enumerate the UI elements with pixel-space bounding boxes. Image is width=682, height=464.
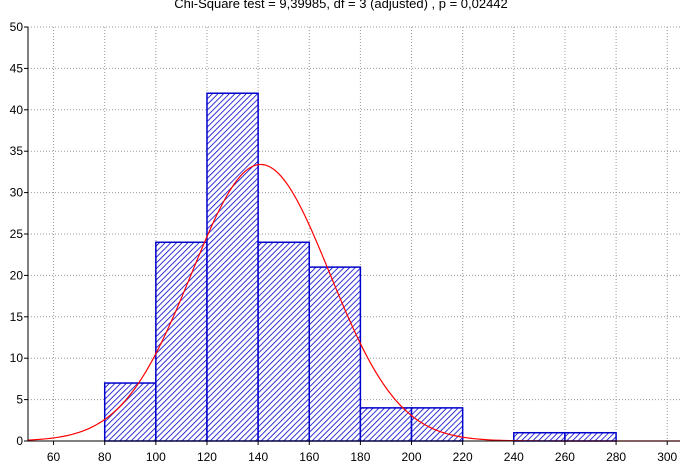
y-tick-label: 35: [10, 144, 24, 158]
x-tick-label: 260: [555, 450, 575, 464]
x-tick-label: 120: [197, 450, 217, 464]
y-tick-label: 20: [10, 268, 24, 282]
x-tick-label: 300: [657, 450, 677, 464]
x-tick-label: 160: [299, 450, 319, 464]
y-tick-label: 25: [10, 227, 24, 241]
x-tick-label: 80: [98, 450, 112, 464]
y-tick-label: 10: [10, 351, 24, 365]
y-tick-label: 0: [16, 434, 23, 448]
x-tick-label: 140: [248, 450, 268, 464]
x-tick-label: 60: [47, 450, 61, 464]
histogram-bar: [359, 407, 413, 442]
x-tick-label: 180: [350, 450, 370, 464]
histogram-bar: [206, 92, 259, 442]
x-tick-label: 100: [146, 450, 166, 464]
histogram-bar: [257, 241, 311, 442]
y-tick-label: 40: [10, 103, 24, 117]
x-tick-label: 240: [504, 450, 524, 464]
y-tick-label: 45: [10, 61, 24, 75]
x-tick-label: 200: [402, 450, 422, 464]
histogram-bar: [103, 382, 157, 442]
y-tick-label: 5: [16, 393, 23, 407]
chart-title: Chi-Square test = 9,39985, df = 3 (adjus…: [174, 0, 508, 11]
y-tick-label: 15: [10, 310, 24, 324]
histogram-bar: [155, 241, 208, 442]
y-tick-label: 50: [10, 20, 24, 34]
histogram-bar: [564, 431, 617, 442]
axes: 0 5 10 15 20 25 30 35 40 45 50 60 80 100 120 140 160 180 2…: [10, 20, 680, 464]
histogram-bar: [513, 431, 566, 442]
y-tick-label: 30: [10, 186, 24, 200]
x-tick-label: 280: [606, 450, 626, 464]
histogram-bar: [308, 266, 362, 442]
x-tick-label: 220: [453, 450, 473, 464]
bars: [103, 92, 617, 442]
